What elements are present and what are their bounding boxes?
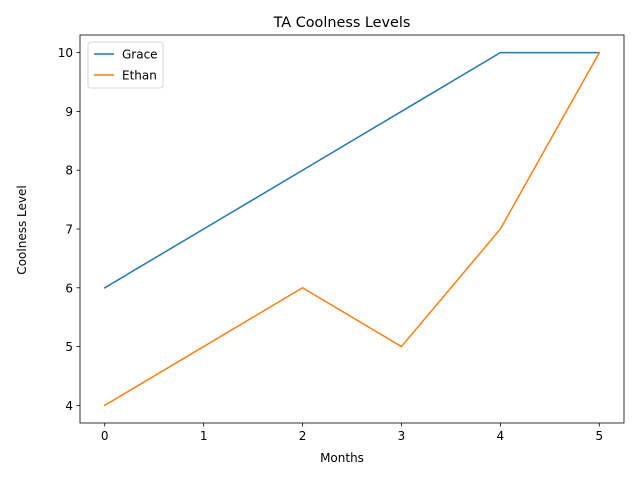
series-line-grace [103,51,601,289]
x-axis-label: Months [320,451,364,465]
y-tick-label: 10 [58,46,73,60]
x-tick-label: 1 [200,429,208,443]
series-line-ethan [103,51,601,407]
legend: Grace Ethan [87,41,164,89]
y-tick-label: 7 [65,223,73,237]
x-tick-label: 4 [497,429,505,443]
plot-area [79,34,625,424]
chart-title: TA Coolness Levels [273,15,411,31]
x-tick-label: 3 [398,429,406,443]
y-axis: 4 5 6 7 8 9 10 [58,46,80,413]
x-tick-label: 5 [595,429,603,443]
x-axis: 0 1 2 3 4 5 [101,423,603,443]
y-tick-label: 9 [65,105,73,119]
x-tick-label: 0 [101,429,109,443]
x-tick-label: 2 [299,429,307,443]
legend-label-ethan: Ethan [122,69,157,83]
y-tick-label: 5 [65,340,73,354]
legend-label-grace: Grace [122,48,158,62]
y-tick-label: 6 [65,281,73,295]
series-layer [103,51,601,407]
y-tick-label: 4 [65,399,73,413]
plot-frame [79,34,625,424]
y-tick-label: 8 [65,164,73,178]
y-axis-label: Coolness Level [15,185,29,274]
